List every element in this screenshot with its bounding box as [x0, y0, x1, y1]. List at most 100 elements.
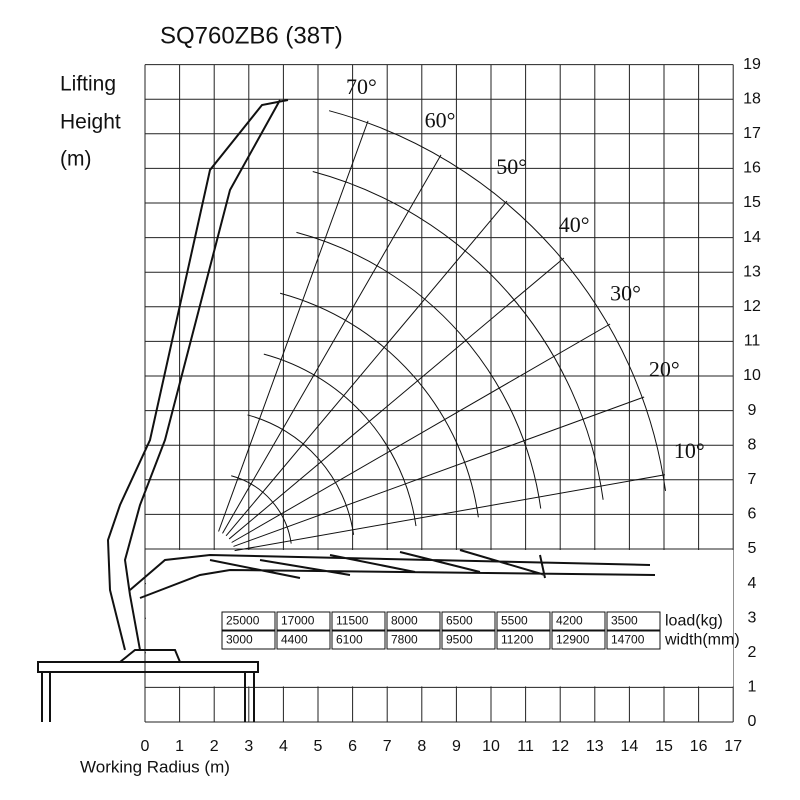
y-tick-label: 10 [743, 367, 761, 384]
y-tick-label: 7 [748, 471, 757, 488]
title: SQ760ZB6 (38T) [160, 22, 343, 49]
arc [328, 110, 667, 492]
table-value: 14700 [611, 633, 645, 647]
row-label: width(mm) [664, 632, 740, 649]
arc [263, 353, 417, 527]
table-cell [496, 611, 551, 631]
x-tick-label: 3 [244, 738, 253, 755]
x-tick-label: 8 [417, 738, 426, 755]
y-tick-label: 18 [743, 90, 761, 107]
table-value: 11500 [336, 614, 369, 628]
x-tick-label: 4 [279, 738, 288, 755]
row-label: load(kg) [665, 613, 723, 630]
y-tick-label: 16 [743, 160, 761, 177]
x-tick-label: 15 [655, 738, 673, 755]
angle-label: 10° [674, 438, 705, 463]
y-tick-label: 5 [748, 540, 757, 557]
table-cell [551, 611, 606, 631]
y-tick-label: 17 [743, 125, 761, 142]
y-tick-label: 12 [743, 298, 761, 315]
y-tick-label: 19 [743, 56, 761, 73]
table-cell [551, 630, 606, 650]
table-value: 3000 [226, 633, 253, 647]
table-value: 5500 [501, 614, 528, 628]
x-tick-label: 12 [551, 738, 569, 755]
y-label: (m) [60, 148, 91, 171]
boom [106, 99, 656, 651]
table-value: 4200 [556, 614, 583, 628]
table-value: 4400 [281, 633, 308, 647]
table-cell [441, 630, 496, 650]
angle-arcs [218, 110, 667, 552]
angle-label: 40° [559, 212, 590, 237]
x-tick-label: 11 [517, 738, 534, 755]
table-value: 3500 [611, 614, 638, 628]
table-value: 7800 [391, 633, 418, 647]
table-value: 9500 [446, 633, 473, 647]
x-tick-label: 0 [141, 738, 150, 755]
table-cell [606, 630, 661, 650]
angle-label: 50° [496, 154, 527, 179]
radial-line [231, 323, 611, 543]
y-tick-label: 1 [748, 679, 757, 696]
angle-label: 70° [346, 74, 377, 99]
table-value: 6500 [446, 614, 473, 628]
arc [231, 475, 292, 544]
table-cell [276, 630, 331, 650]
table-cell [441, 611, 496, 631]
table-cell [331, 630, 386, 650]
arc [280, 292, 479, 518]
y-tick-label: 11 [744, 333, 761, 350]
y-tick-label: 14 [743, 229, 761, 246]
arc [312, 171, 604, 500]
table-cell [496, 630, 551, 650]
table-cell [386, 630, 441, 650]
x-tick-label: 13 [586, 738, 604, 755]
table-value: 12900 [556, 633, 590, 647]
y-tick-label: 0 [748, 713, 757, 730]
radial-line [233, 396, 645, 547]
table-cell [221, 611, 276, 631]
x-tick-label: 14 [621, 738, 639, 755]
table-value: 11200 [501, 633, 534, 647]
table-cell [386, 611, 441, 631]
x-tick-label: 6 [348, 738, 357, 755]
x-tick-label: 1 [175, 738, 184, 755]
table-cell [276, 611, 331, 631]
arc [296, 231, 542, 509]
y-tick-label: 9 [748, 402, 757, 419]
table-cell [221, 630, 276, 650]
table-value: 25000 [226, 614, 260, 628]
angle-label: 60° [425, 107, 456, 132]
radial-line [228, 257, 565, 540]
y-tick-label: 3 [748, 609, 757, 626]
table-cell [331, 611, 386, 631]
x-tick-label: 10 [482, 738, 500, 755]
angle-label: 30° [610, 280, 641, 305]
truck-frame [37, 661, 259, 673]
y-tick-label: 2 [748, 644, 757, 661]
x-tick-label: 17 [724, 738, 742, 755]
table-value: 17000 [281, 614, 315, 628]
table-value: 6100 [336, 633, 363, 647]
y-tick-label: 13 [743, 263, 761, 280]
x-tick-label: 16 [690, 738, 708, 755]
y-tick-label: 4 [748, 575, 757, 592]
x-label: Working Radius (m) [80, 757, 230, 776]
angle-label: 20° [649, 356, 680, 381]
arc [247, 414, 355, 535]
y-label: Height [60, 111, 121, 134]
y-label: Lifting [60, 73, 116, 96]
y-tick-label: 15 [743, 194, 761, 211]
outriggers [41, 649, 255, 722]
table-cell [606, 611, 661, 631]
radial-line [222, 154, 442, 534]
y-tick-label: 6 [748, 506, 757, 523]
table-value: 8000 [391, 614, 418, 628]
radial-line [218, 120, 369, 532]
y-tick-label: 8 [748, 436, 757, 453]
x-tick-label: 5 [314, 738, 323, 755]
x-tick-label: 9 [452, 738, 461, 755]
